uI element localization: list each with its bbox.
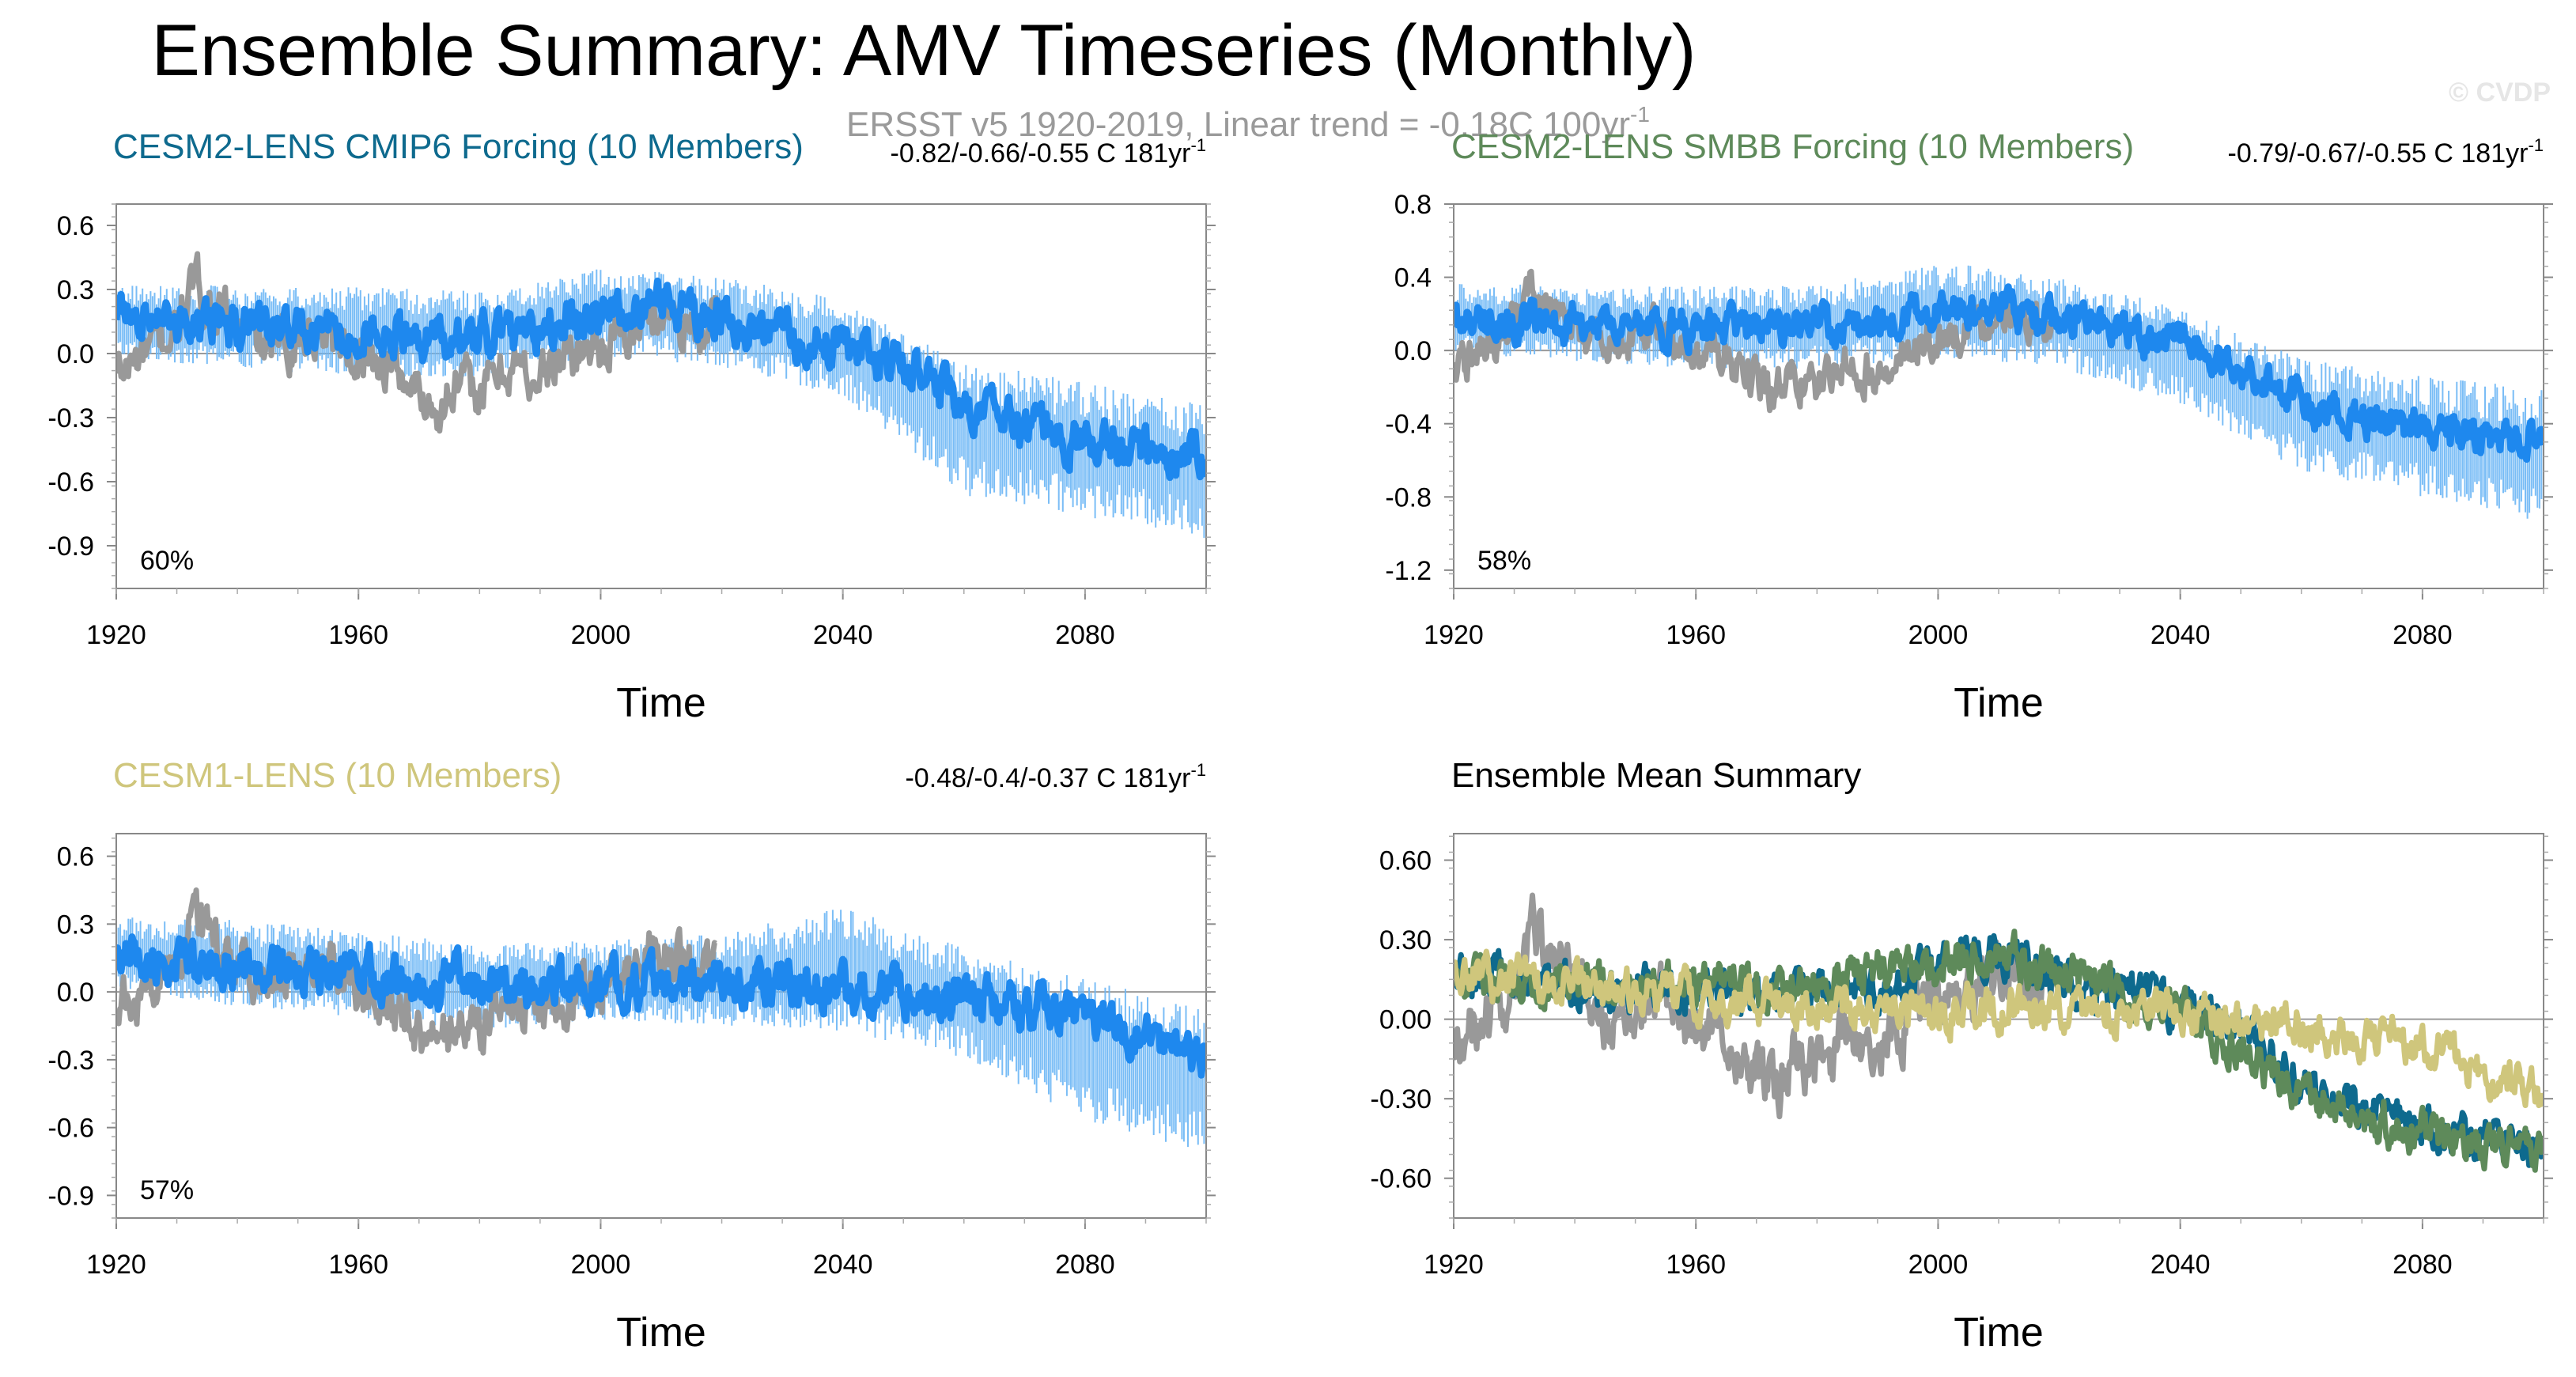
ytick-label: 0.60 (1379, 846, 1432, 876)
figure-title: Ensemble Summary: AMV Timeseries (Monthl… (152, 10, 1697, 91)
xtick-label: 1960 (1666, 1250, 1726, 1280)
series-observations (1454, 892, 2055, 1120)
panel-p3: CESM1-LENS (10 Members) -0.48/-0.4/-0.37 … (47, 756, 1216, 1356)
xtick-label: 2000 (1908, 620, 1969, 650)
plot-area (1454, 265, 2544, 519)
panel-p4: Ensemble Mean Summary 0.60 0.30 0.00 -0.30 -0… (1371, 756, 2553, 1356)
percent-label: 58% (1477, 546, 1531, 576)
xtick-label: 2080 (2393, 620, 2453, 650)
series-member-spread (116, 910, 1206, 1148)
panel-stats-text: -0.82/-0.66/-0.55 C 181yr (891, 138, 1191, 168)
xaxis-label: Time (1954, 680, 2044, 726)
ytick-label: 0.0 (57, 978, 94, 1008)
series-observations (1454, 268, 2056, 414)
percent-label: 60% (140, 546, 194, 576)
ytick-label: 0.6 (57, 211, 94, 241)
plot-area (1454, 892, 2544, 1173)
xtick-label: 1960 (1666, 620, 1726, 650)
percent-label: 57% (140, 1175, 194, 1205)
ytick-label: -0.6 (47, 1114, 94, 1144)
panel-stats-text: -0.79/-0.67/-0.55 C 181yr (2228, 138, 2529, 168)
xaxis-label: Time (616, 1310, 706, 1356)
xtick-label: 2000 (571, 1250, 631, 1280)
watermark: © CVDP (2449, 78, 2551, 108)
xtick-label: 2040 (813, 1250, 873, 1280)
ytick-label: -0.9 (47, 532, 94, 562)
ytick-label: 0.6 (57, 842, 94, 872)
plot-area (116, 251, 1206, 539)
panel-p1: CESM2-LENS CMIP6 Forcing (10 Members) -0.… (47, 127, 1216, 726)
panel-stats-sup: -1 (1190, 760, 1206, 780)
ytick-label: 0.0 (57, 339, 94, 369)
panel-stats: -0.79/-0.67/-0.55 C 181yr-1 (2228, 135, 2544, 168)
ytick-label: 0.30 (1379, 925, 1432, 955)
ytick-label: -0.3 (47, 1046, 94, 1076)
xtick-label: 2040 (2150, 1250, 2211, 1280)
xtick-label: 2080 (2393, 1250, 2453, 1280)
xtick-label: 2080 (1055, 620, 1115, 650)
panel-title: CESM2-LENS CMIP6 Forcing (10 Members) (113, 127, 804, 166)
xtick-label: 1920 (1424, 1250, 1484, 1280)
ytick-label: -0.30 (1371, 1084, 1432, 1114)
ytick-label: 0.8 (1394, 190, 1432, 220)
panel-stats-text: -0.48/-0.4/-0.37 C 181yr (905, 763, 1190, 793)
panel-title: Ensemble Mean Summary (1451, 756, 1861, 795)
xtick-label: 2000 (571, 620, 631, 650)
ytick-label: -0.8 (1385, 482, 1432, 513)
xtick-label: 1960 (328, 620, 388, 650)
ytick-label: -0.9 (47, 1181, 94, 1211)
ytick-label: -0.60 (1371, 1164, 1432, 1194)
xaxis-label: Time (1954, 1310, 2044, 1356)
xaxis-label: Time (616, 680, 706, 726)
ytick-label: -0.4 (1385, 410, 1432, 440)
panel-stats-sup: -1 (2528, 135, 2544, 155)
ytick-label: 0.4 (1394, 263, 1432, 293)
series-ensemble-mean (116, 277, 1206, 482)
series-ensemble-mean (116, 933, 1206, 1079)
panel-stats: -0.48/-0.4/-0.37 C 181yr-1 (905, 760, 1206, 793)
panel-stats: -0.82/-0.66/-0.55 C 181yr-1 (891, 135, 1206, 168)
series-cesm1-lens (1454, 948, 2544, 1109)
ytick-label: 0.3 (57, 275, 94, 305)
xtick-label: 2080 (1055, 1250, 1115, 1280)
plot-area (116, 887, 1206, 1148)
panel-stats-sup: -1 (1190, 135, 1206, 155)
ytick-label: -0.3 (47, 403, 94, 433)
ytick-label: 0.3 (57, 910, 94, 940)
series-ensemble-mean (1454, 283, 2544, 463)
panel-title: CESM2-LENS SMBB Forcing (10 Members) (1451, 127, 2134, 166)
panels: CESM2-LENS CMIP6 Forcing (10 Members) -0.… (47, 127, 2553, 1356)
xtick-label: 1960 (328, 1250, 388, 1280)
xtick-label: 1920 (1424, 620, 1484, 650)
ytick-label: 0.0 (1394, 336, 1432, 366)
xtick-label: 2040 (813, 620, 873, 650)
panel-p2: CESM2-LENS SMBB Forcing (10 Members) -0.7… (1385, 127, 2553, 726)
figure-subtitle: ERSST v5 1920-2019, Linear trend = -0.18… (846, 102, 1650, 144)
panel-title: CESM1-LENS (10 Members) (113, 756, 562, 795)
xtick-label: 1920 (86, 620, 146, 650)
xtick-label: 1920 (86, 1250, 146, 1280)
ytick-label: -1.2 (1385, 556, 1432, 586)
ytick-label: 0.00 (1379, 1005, 1432, 1035)
ytick-label: -0.6 (47, 467, 94, 497)
xtick-label: 2040 (2150, 620, 2211, 650)
xtick-label: 2000 (1908, 1250, 1969, 1280)
figure-subtitle-sup: -1 (1630, 102, 1650, 127)
figure-subtitle-text: ERSST v5 1920-2019, Linear trend = -0.18… (846, 105, 1630, 144)
